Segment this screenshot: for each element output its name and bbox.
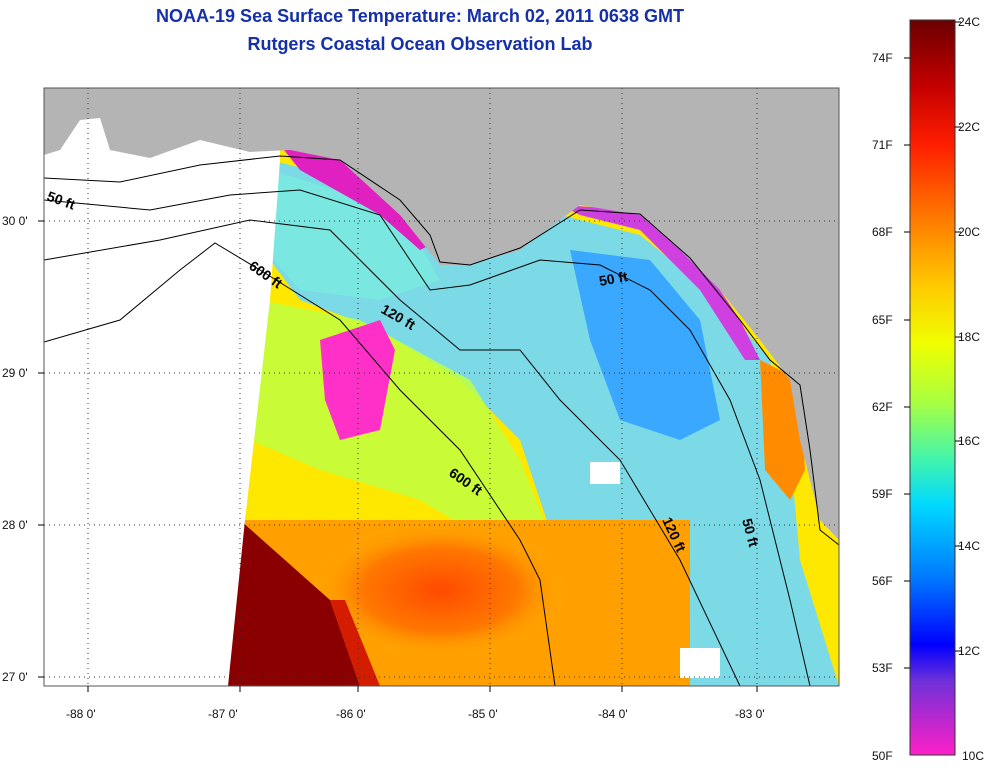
cool-shelf-water (270, 160, 839, 686)
lon-label: -83 0' (735, 707, 765, 721)
colorbar-c-label: 14C (958, 539, 980, 553)
lon-label: -84 0' (598, 707, 628, 721)
colorbar-c-label: 24C (958, 15, 980, 29)
colorbar-scale (909, 19, 956, 756)
coastal-cold-strip-east (560, 205, 760, 360)
colorbar-c-label: 22C (958, 120, 980, 134)
lat-label: 29 0' (2, 366, 28, 380)
colorbar: 74F 71F 68F 65F 62F 59F 56F 53F 50F 24C … (872, 15, 984, 763)
contour-600ft (44, 242, 556, 686)
contour-label: 50 ft (598, 268, 629, 289)
colorbar-f-label: 56F (872, 574, 893, 588)
lon-label: -88 0' (66, 707, 96, 721)
colorbar-f-label: 71F (872, 138, 893, 152)
colorbar-f-label: 53F (872, 661, 893, 675)
contour-label: 50 ft (739, 517, 762, 549)
coastal-cold-strip (280, 145, 440, 250)
nodata-area (44, 88, 280, 686)
coastal-bay (44, 118, 250, 184)
contour-50ft (44, 189, 811, 686)
colorbar-f-label: 68F (872, 225, 893, 239)
colorbar-c-label: 20C (958, 225, 980, 239)
plot-area (44, 88, 839, 686)
axis-ticks (38, 220, 758, 692)
colorbar-f-label: 50F (872, 749, 893, 763)
lat-label: 28 0' (2, 518, 28, 532)
colorbar-f-label: 65F (872, 313, 893, 327)
inshore-water (265, 170, 440, 300)
lon-label: -87 0' (208, 707, 238, 721)
map-title: NOAA-19 Sea Surface Temperature: March 0… (156, 6, 684, 26)
lon-label: -85 0' (468, 707, 498, 721)
colorbar-c-label: 16C (958, 434, 980, 448)
coastline (44, 155, 839, 546)
cold-pool (570, 250, 720, 440)
contour-120ft (44, 219, 741, 686)
map-subtitle: Rutgers Coastal Ocean Observation Lab (247, 34, 593, 54)
colorbar-f-label: 74F (872, 51, 893, 65)
colorbar-f-label: 62F (872, 400, 893, 414)
lat-label: 27 0' (2, 670, 28, 684)
colorbar-f-label: 59F (872, 487, 893, 501)
cold-patch (320, 320, 395, 440)
warm-core (310, 520, 570, 660)
lon-label: -86 0' (336, 707, 366, 721)
plot-frame (43, 87, 840, 687)
hot-water (228, 520, 360, 686)
colorbar-c-label: 10C (962, 749, 984, 763)
land (44, 88, 839, 540)
lat-label: 30 0' (2, 214, 28, 228)
colorbar-c-label: 12C (958, 644, 980, 658)
colorbar-c-label: 18C (958, 330, 980, 344)
